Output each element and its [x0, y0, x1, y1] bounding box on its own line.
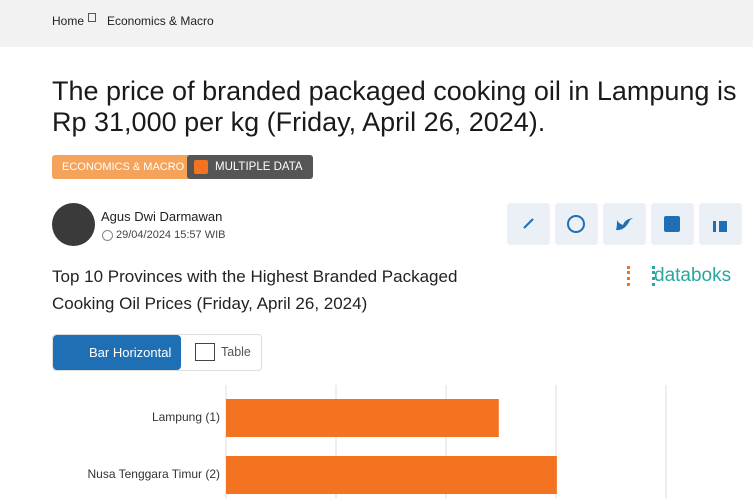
- facebook-button[interactable]: [651, 203, 694, 245]
- tab[interactable]: Table: [221, 345, 251, 359]
- separator-icon: [88, 13, 96, 22]
- whatsapp-button[interactable]: [555, 203, 598, 245]
- copy-link-button[interactable]: [507, 203, 550, 245]
- tag-icon: [194, 160, 208, 174]
- author-avatar: [52, 203, 95, 246]
- publish-date: 29/04/2024 15:57 WIB: [116, 229, 226, 241]
- table-icon: [195, 343, 215, 361]
- linkedin-button[interactable]: [699, 203, 742, 245]
- clock-icon: [102, 230, 113, 241]
- chart-title: Top 10 Provinces with the Highest Brande…: [52, 267, 458, 313]
- article-title: The price of branded packaged cooking oi…: [52, 76, 737, 137]
- tag[interactable]: ECONOMICS & MACRO: [52, 155, 195, 179]
- breadcrumb-link[interactable]: Home: [52, 14, 85, 28]
- breadcrumb-link[interactable]: Economics & Macro: [107, 14, 214, 28]
- tab-active[interactable]: Bar Horizontal: [53, 335, 181, 370]
- author-name[interactable]: Agus Dwi Darmawan: [101, 209, 223, 224]
- twitter-button[interactable]: [603, 203, 646, 245]
- bar: [226, 456, 557, 494]
- chart: Lampung (1) Nusa Tenggara Timur (2): [87, 385, 667, 498]
- bar: [226, 399, 499, 437]
- y-tick-label: Lampung (1): [152, 410, 220, 424]
- logo-icon: [627, 266, 655, 286]
- view-tabs: Bar Horizontal Table: [52, 334, 262, 371]
- y-tick-label: Nusa Tenggara Timur (2): [87, 467, 220, 481]
- logo: databoks: [654, 265, 732, 286]
- breadcrumb-bar: Home Economics & Macro: [0, 0, 753, 47]
